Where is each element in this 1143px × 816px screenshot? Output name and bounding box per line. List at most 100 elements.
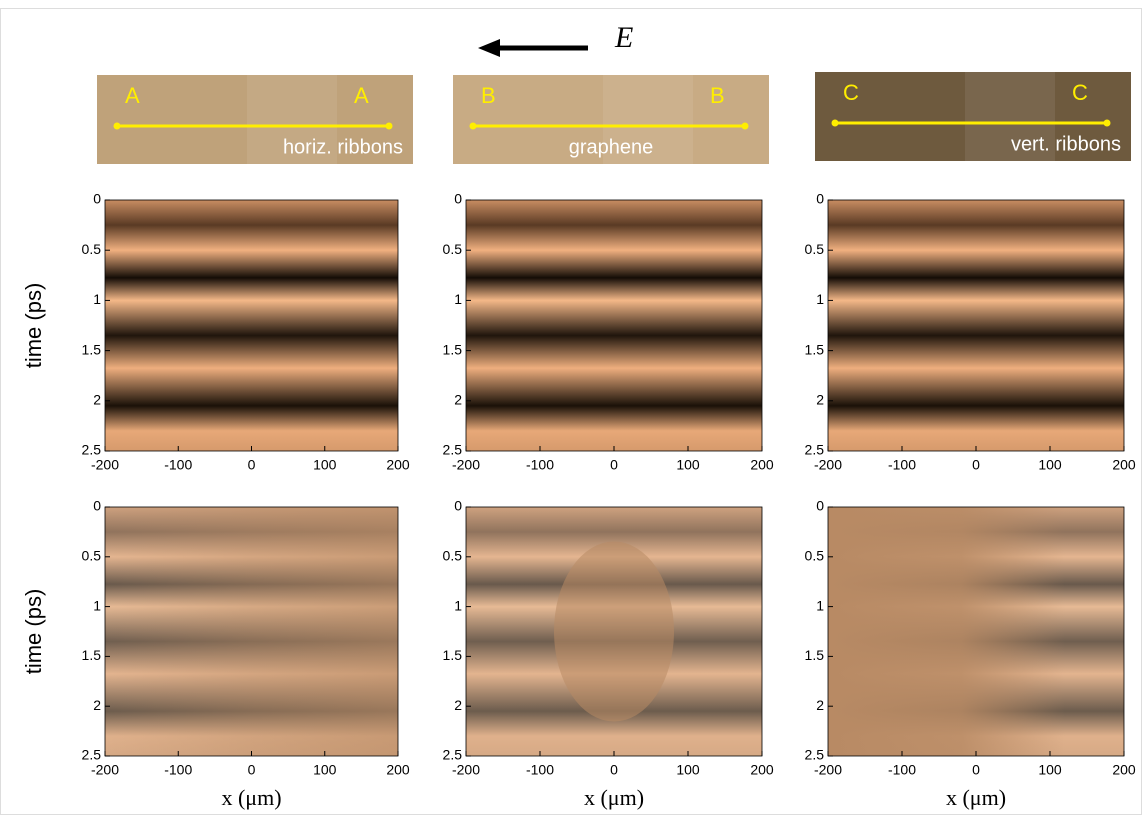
y-tick-label: 0.5 — [443, 241, 463, 257]
x-tick-label: 100 — [1038, 457, 1062, 473]
photo-letter: B — [710, 83, 725, 108]
y-axis-label: time (ps) — [21, 283, 46, 369]
photo-region — [965, 72, 1055, 161]
photo-letter: B — [481, 83, 496, 108]
x-tick-label: 0 — [972, 762, 980, 778]
y-tick-label: 0 — [93, 498, 101, 514]
x-tick-label: -100 — [526, 457, 554, 473]
x-tick-label: 200 — [750, 762, 774, 778]
x-tick-label: -100 — [888, 762, 916, 778]
x-tick-label: -200 — [91, 457, 119, 473]
y-tick-label: 1.5 — [443, 647, 463, 663]
x-tick-label: 100 — [313, 457, 337, 473]
y-tick-label: 1.5 — [82, 341, 102, 357]
y-tick-label: 1 — [454, 597, 462, 613]
photo-letter: A — [354, 83, 369, 108]
y-tick-label: 2 — [816, 392, 824, 408]
y-axis-label: time (ps) — [21, 589, 46, 675]
x-tick-label: -100 — [164, 762, 192, 778]
y-tick-label: 1 — [454, 291, 462, 307]
x-tick-label: -200 — [814, 457, 842, 473]
photo-letter: C — [843, 80, 859, 105]
x-tick-label: 100 — [676, 457, 700, 473]
x-tick-label: 0 — [248, 457, 256, 473]
heatmap-image — [466, 200, 762, 451]
y-tick-label: 2 — [454, 392, 462, 408]
photo-letter: A — [125, 83, 140, 108]
y-tick-label: 0.5 — [82, 241, 102, 257]
measure-end — [831, 119, 839, 127]
x-tick-label: 200 — [386, 457, 410, 473]
x-tick-label: -200 — [452, 762, 480, 778]
heatmap-image — [105, 200, 398, 451]
y-tick-label: 0.5 — [805, 241, 825, 257]
photo-region — [247, 75, 337, 164]
arrow-head — [478, 39, 500, 57]
y-tick-label: 0.5 — [805, 548, 825, 564]
y-tick-label: 2.5 — [805, 442, 825, 458]
y-tick-label: 1.5 — [805, 647, 825, 663]
y-tick-label: 2.5 — [82, 747, 102, 763]
y-tick-label: 1 — [93, 597, 101, 613]
x-tick-label: 200 — [1112, 457, 1136, 473]
photo-region — [603, 75, 693, 164]
photo — [815, 72, 1131, 161]
measure-end — [113, 122, 121, 130]
y-tick-label: 1.5 — [805, 341, 825, 357]
y-tick-label: 2.5 — [443, 747, 463, 763]
x-tick-label: 100 — [313, 762, 337, 778]
y-tick-label: 1 — [93, 291, 101, 307]
measure-end — [741, 122, 749, 130]
photo-caption: horiz. ribbons — [283, 136, 403, 158]
x-tick-label: 0 — [248, 762, 256, 778]
heatmap-fade — [828, 507, 1124, 756]
y-tick-label: 1 — [816, 291, 824, 307]
photo — [453, 75, 769, 164]
y-tick-label: 0 — [93, 191, 101, 207]
x-tick-label: 200 — [1112, 762, 1136, 778]
x-axis-label: x (μm) — [221, 785, 281, 810]
x-tick-label: 200 — [386, 762, 410, 778]
x-tick-label: -200 — [452, 457, 480, 473]
y-tick-label: 2 — [93, 392, 101, 408]
y-tick-label: 0 — [816, 191, 824, 207]
heatmap-fade — [105, 507, 398, 756]
y-tick-label: 2.5 — [443, 442, 463, 458]
x-tick-label: -200 — [91, 762, 119, 778]
y-tick-label: 1.5 — [443, 341, 463, 357]
x-axis-label: x (μm) — [584, 785, 644, 810]
measure-end — [385, 122, 393, 130]
x-tick-label: -100 — [888, 457, 916, 473]
measure-end — [1103, 119, 1111, 127]
x-tick-label: -100 — [164, 457, 192, 473]
photo-letter: C — [1072, 80, 1088, 105]
y-tick-label: 1.5 — [82, 647, 102, 663]
y-tick-label: 2.5 — [805, 747, 825, 763]
y-tick-label: 1 — [816, 597, 824, 613]
x-tick-label: 100 — [1038, 762, 1062, 778]
y-tick-label: 2 — [454, 697, 462, 713]
y-tick-label: 2 — [816, 697, 824, 713]
x-tick-label: 100 — [676, 762, 700, 778]
y-tick-label: 0 — [816, 498, 824, 514]
field-label: E — [614, 21, 633, 54]
y-tick-label: 0 — [454, 191, 462, 207]
x-tick-label: 0 — [610, 457, 618, 473]
x-tick-label: -200 — [814, 762, 842, 778]
x-axis-label: x (μm) — [946, 785, 1006, 810]
measure-end — [469, 122, 477, 130]
x-tick-label: 0 — [610, 762, 618, 778]
y-tick-label: 0 — [454, 498, 462, 514]
y-tick-label: 0.5 — [443, 548, 463, 564]
y-tick-label: 2 — [93, 697, 101, 713]
x-tick-label: 0 — [972, 457, 980, 473]
heatmap-image — [828, 200, 1124, 451]
photo — [97, 75, 413, 164]
y-tick-label: 2.5 — [82, 442, 102, 458]
frame — [0, 8, 1142, 815]
heatmap-dip — [554, 541, 674, 722]
x-tick-label: 200 — [750, 457, 774, 473]
photo-caption: graphene — [569, 136, 654, 158]
y-tick-label: 0.5 — [82, 548, 102, 564]
